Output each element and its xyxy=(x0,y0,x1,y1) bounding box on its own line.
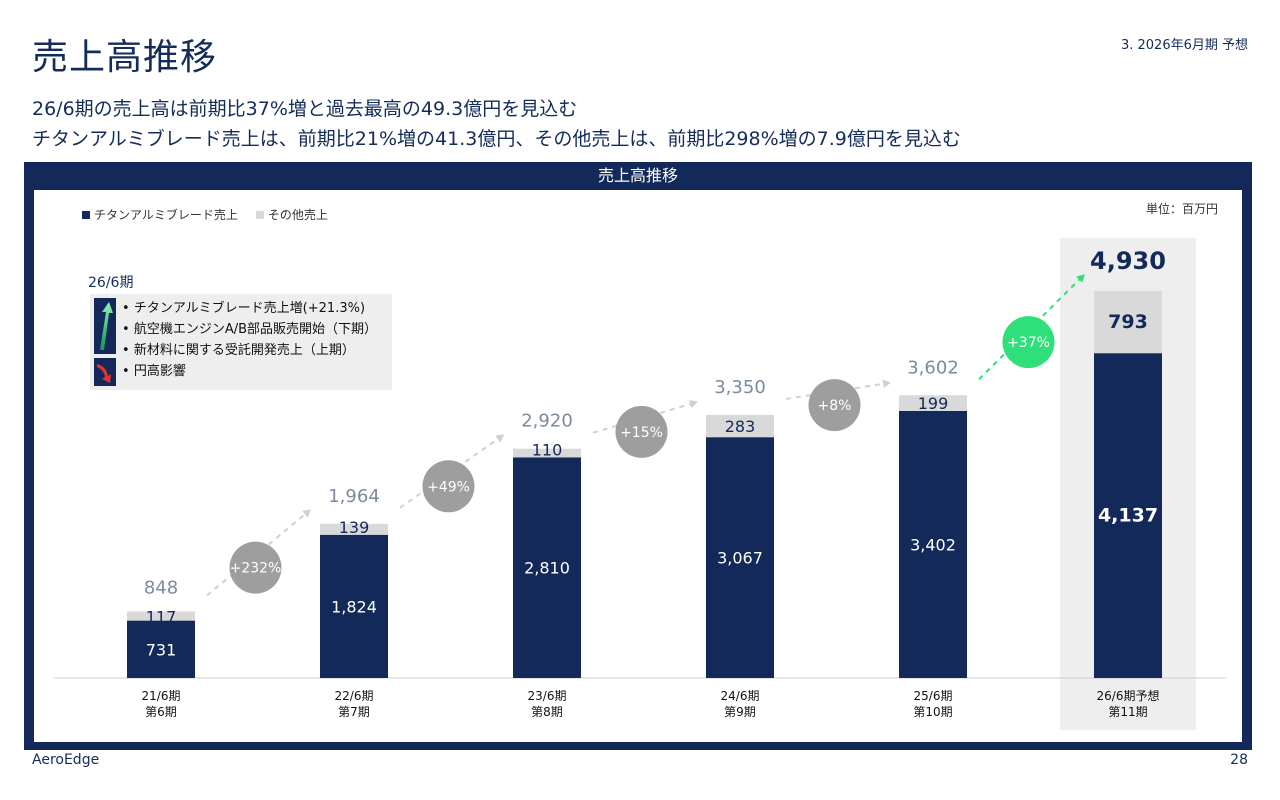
note-list: チタンアルミブレード売上増(+21.3%) 航空機エンジンA/B部品販売開始（下… xyxy=(122,298,377,382)
growth-rate-label: +8% xyxy=(818,398,852,414)
bar-other xyxy=(513,448,581,458)
note-item: 円高影響 xyxy=(122,361,377,382)
bar-titanium xyxy=(513,457,581,678)
chart-header: 売上高推移 xyxy=(597,166,678,185)
red-down-arrow-icon xyxy=(94,358,116,386)
bar-other xyxy=(706,414,774,438)
bar-titanium xyxy=(320,534,388,678)
growth-circle xyxy=(422,460,475,513)
growth-rate-label: +15% xyxy=(620,425,663,441)
bar-other xyxy=(899,395,967,411)
data-label-titanium: 4,137 xyxy=(1098,505,1158,527)
total-label: 848 xyxy=(144,577,178,598)
data-label-titanium: 3,067 xyxy=(717,549,763,568)
data-label-titanium: 1,824 xyxy=(331,597,377,616)
total-label: 1,964 xyxy=(328,486,380,507)
data-label-other: 283 xyxy=(725,417,756,436)
growth-circle xyxy=(1002,316,1055,369)
legend-swatch-other xyxy=(255,210,264,219)
legend-label-other: その他売上 xyxy=(267,208,328,222)
growth-arrow-head xyxy=(495,434,505,443)
growth-rate-label: +232% xyxy=(230,561,282,577)
category-label: 21/6期 xyxy=(142,689,181,703)
category-label: 第11期 xyxy=(1108,705,1147,719)
growth-circle xyxy=(615,405,668,458)
legend-item-other: その他売上 xyxy=(255,206,328,223)
data-label-titanium: 3,402 xyxy=(910,535,956,554)
unit-label: 単位：百万円 xyxy=(1145,202,1218,216)
bar-other xyxy=(127,611,195,621)
bar-titanium xyxy=(1094,353,1162,678)
growth-circle xyxy=(229,541,282,594)
page-number: 28 xyxy=(1230,752,1248,768)
growth-rate-label: +49% xyxy=(427,479,470,495)
data-label-other: 117 xyxy=(146,608,177,627)
bar-titanium xyxy=(899,410,967,678)
total-label: 3,602 xyxy=(907,357,959,378)
growth-arrow-line xyxy=(206,511,309,597)
category-label: 22/6期 xyxy=(335,689,374,703)
category-label: 第9期 xyxy=(724,705,756,719)
bar-titanium xyxy=(706,437,774,678)
bar-titanium xyxy=(127,620,195,678)
chart-area: 731 117 848 21/6期第6期 1,824 139 1,964 22/6期第7期 2,… xyxy=(34,190,1242,742)
legend-swatch-titanium xyxy=(82,210,90,219)
headline-sales-total: 26/6期の売上高は前期比37%増と過去最高の49.3億円を見込む xyxy=(32,98,578,120)
note-title: 26/6期 xyxy=(88,275,134,291)
category-label: 24/6期 xyxy=(721,689,760,703)
headline-sales-breakdown: チタンアルミブレード売上は、前期比21%増の41.3億円、その他売上は、前期比2… xyxy=(32,128,961,150)
section-label: 3. 2026年6月期 予想 xyxy=(1120,38,1248,53)
growth-circle xyxy=(808,379,861,432)
data-label-titanium: 731 xyxy=(146,640,177,659)
legend-item-titanium: チタンアルミブレード売上 xyxy=(82,206,238,223)
page-title: 売上高推移 xyxy=(32,37,218,78)
data-label-other: 199 xyxy=(918,394,949,413)
data-label-other: 793 xyxy=(1108,311,1148,333)
bar-other xyxy=(1094,290,1162,354)
chart-panel: 売上高推移 731 117 848 21/6期第6期 1,824 139 1,964 22/6… xyxy=(24,162,1252,750)
total-label: 3,350 xyxy=(714,377,766,398)
legend-label-titanium: チタンアルミブレード売上 xyxy=(94,208,238,222)
category-label: 23/6期 xyxy=(528,689,567,703)
chart-legend: チタンアルミブレード売上 その他売上 xyxy=(82,206,328,223)
growth-rate-label: +37% xyxy=(1007,335,1050,351)
category-label: 第8期 xyxy=(531,705,563,719)
bar-other xyxy=(320,523,388,535)
note-item: 航空機エンジンA/B部品販売開始（下期） xyxy=(122,319,377,340)
data-label-titanium: 2,810 xyxy=(524,559,570,578)
category-label: 第6期 xyxy=(145,705,177,719)
note-item: チタンアルミブレード売上増(+21.3%) xyxy=(122,298,377,319)
data-label-other: 139 xyxy=(339,518,370,537)
growth-arrow-head xyxy=(1076,274,1085,283)
category-label: 第7期 xyxy=(338,705,370,719)
growth-arrow-head xyxy=(689,399,698,409)
total-label: 2,920 xyxy=(521,411,573,432)
growth-arrow-head xyxy=(302,509,312,518)
category-label: 26/6期予想 xyxy=(1097,688,1160,703)
category-label: 第10期 xyxy=(913,705,952,719)
growth-arrow-head xyxy=(882,379,891,389)
category-label: 25/6期 xyxy=(914,689,953,703)
company-name: AeroEdge xyxy=(32,752,100,768)
green-up-arrow-icon xyxy=(94,298,116,354)
note-box: チタンアルミブレード売上増(+21.3%) 航空機エンジンA/B部品販売開始（下… xyxy=(90,294,392,390)
total-label: 4,930 xyxy=(1090,247,1166,275)
note-item: 新材料に関する受託開発売上（上期） xyxy=(122,340,377,361)
data-label-other: 110 xyxy=(532,440,563,459)
